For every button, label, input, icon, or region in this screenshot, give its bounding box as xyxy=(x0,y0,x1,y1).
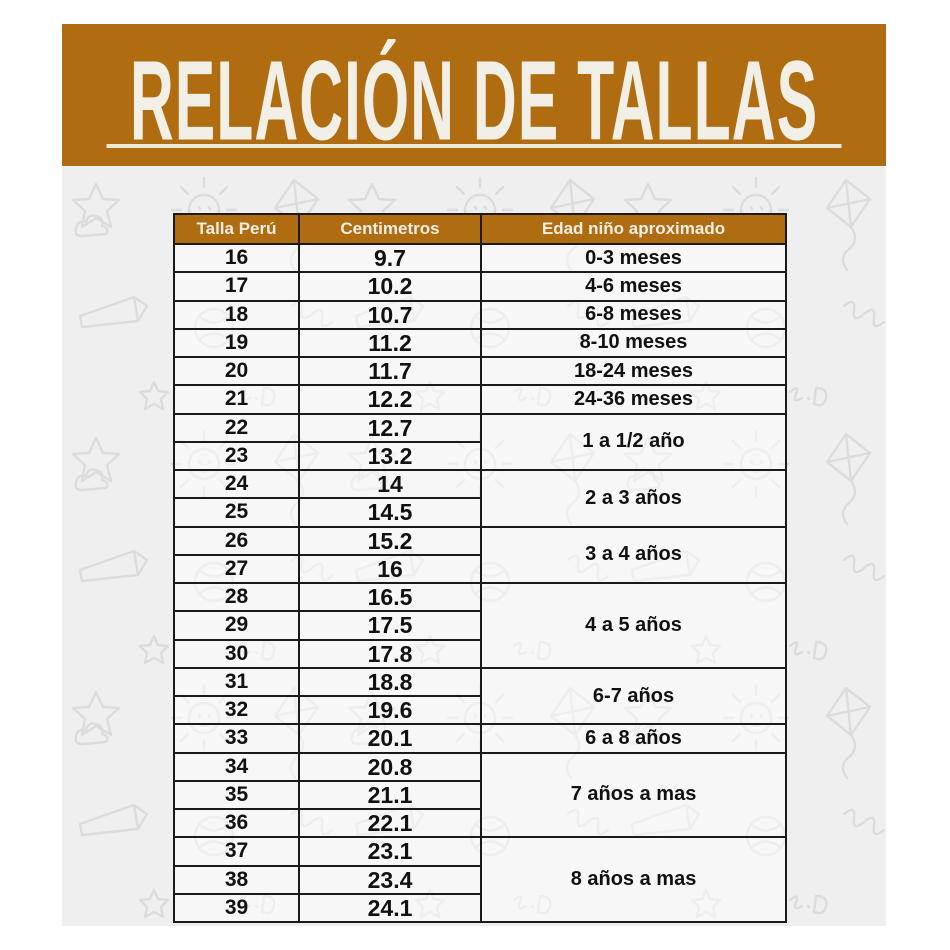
page-title: RELACIÓN DE TALLAS xyxy=(129,39,819,165)
talla-cell: 20 xyxy=(173,355,300,387)
talla-cell: 17 xyxy=(173,271,300,302)
talla-cell: 33 xyxy=(173,723,300,754)
edad-cell: 1 a 1/2 año xyxy=(480,412,787,471)
table-row: 35 21.1 xyxy=(173,779,786,811)
edad-cell: 3 a 4 años xyxy=(480,525,787,584)
centimetros-cell: 11.2 xyxy=(298,327,482,359)
centimetros-cell: 15.2 xyxy=(298,525,482,556)
edad-cell: 4 a 5 años xyxy=(480,582,787,669)
table-row: 33 20.1 6 a 8 años xyxy=(173,723,787,754)
table-row: 23 13.2 xyxy=(173,440,786,472)
centimetros-cell: 14 xyxy=(298,468,482,500)
edad-cell: 18-24 meses xyxy=(480,355,787,387)
centimetros-cell: 23.4 xyxy=(298,864,482,895)
centimetros-cell: 19.6 xyxy=(298,694,482,726)
centimetros-cell: 24.1 xyxy=(298,892,482,924)
table-row: 32 19.6 xyxy=(173,694,786,726)
talla-cell: 37 xyxy=(173,836,300,867)
talla-cell: 29 xyxy=(173,610,300,641)
talla-cell: 27 xyxy=(173,553,300,585)
centimetros-cell: 12.2 xyxy=(298,384,482,415)
edad-cell: 2 a 3 años xyxy=(480,469,787,528)
talla-cell: 16 xyxy=(173,242,300,274)
talla-cell: 24 xyxy=(173,468,300,500)
centimetros-cell: 20.8 xyxy=(298,751,482,782)
table-row: 38 23.4 xyxy=(173,864,786,895)
table-row: 29 17.5 xyxy=(173,610,786,641)
talla-cell: 18 xyxy=(173,299,300,330)
table-row: 26 15.2 3 a 4 años xyxy=(173,525,787,584)
edad-cell: 0-3 meses xyxy=(480,242,787,274)
talla-cell: 34 xyxy=(173,751,300,782)
talla-cell: 32 xyxy=(173,694,300,726)
table-row: 18 10.7 6-8 meses xyxy=(173,299,787,330)
col-header-edad: Edad niño aproximado xyxy=(480,213,787,245)
centimetros-cell: 21.1 xyxy=(298,779,482,811)
centimetros-cell: 17.8 xyxy=(298,638,482,669)
table-row: 28 16.5 4 a 5 años xyxy=(173,581,787,669)
edad-cell: 8-10 meses xyxy=(480,327,787,359)
talla-cell: 28 xyxy=(173,581,300,613)
table-row: 37 23.1 8 años a mas xyxy=(173,836,787,923)
table-row: 39 24.1 xyxy=(173,892,786,924)
talla-cell: 26 xyxy=(173,525,300,556)
talla-cell: 30 xyxy=(173,638,300,669)
centimetros-cell: 11.7 xyxy=(298,355,482,387)
size-table-header: Talla Perú Centimetros Edad niño aproxim… xyxy=(173,213,787,245)
centimetros-cell: 10.2 xyxy=(298,271,482,302)
size-table-body: 16 9.7 0-3 meses 17 10.2 4-6 meses 18 10.7 6-8 m… xyxy=(173,242,787,924)
edad-cell: 6-8 meses xyxy=(480,299,787,330)
centimetros-cell: 20.1 xyxy=(298,723,482,754)
centimetros-cell: 9.7 xyxy=(298,242,482,274)
centimetros-cell: 13.2 xyxy=(298,440,482,472)
edad-cell: 6-7 años xyxy=(480,666,787,726)
edad-cell: 4-6 meses xyxy=(480,271,787,302)
centimetros-cell: 18.8 xyxy=(298,666,482,698)
edad-cell: 8 años a mas xyxy=(480,836,787,923)
talla-cell: 21 xyxy=(173,384,300,415)
centimetros-cell: 17.5 xyxy=(298,610,482,641)
table-row: 25 14.5 xyxy=(173,497,786,528)
table-row: 19 11.2 8-10 meses xyxy=(173,327,787,359)
content-area: Talla Perú Centimetros Edad niño aproxim… xyxy=(62,166,886,926)
edad-cell: 6 a 8 años xyxy=(480,723,787,754)
col-header-talla-peru: Talla Perú xyxy=(173,213,300,245)
talla-cell: 39 xyxy=(173,892,300,924)
talla-cell: 25 xyxy=(173,497,300,528)
table-row: 16 9.7 0-3 meses xyxy=(173,242,787,274)
talla-cell: 38 xyxy=(173,864,300,895)
table-row: 31 18.8 6-7 años xyxy=(173,666,787,726)
table-row: 27 16 xyxy=(173,553,786,585)
edad-cell: 7 años a mas xyxy=(480,751,787,839)
centimetros-cell: 16 xyxy=(298,553,482,585)
talla-cell: 31 xyxy=(173,666,300,698)
centimetros-cell: 10.7 xyxy=(298,299,482,330)
edad-cell: 24-36 meses xyxy=(480,384,787,415)
table-row: 34 20.8 7 años a mas xyxy=(173,751,787,839)
header-row: Talla Perú Centimetros Edad niño aproxim… xyxy=(173,213,787,245)
centimetros-cell: 23.1 xyxy=(298,836,482,867)
title-underline xyxy=(106,144,842,148)
talla-cell: 36 xyxy=(173,807,300,839)
table-row: 30 17.8 xyxy=(173,638,786,669)
col-header-centimetros: Centimetros xyxy=(298,213,482,245)
table-row: 36 22.1 xyxy=(173,807,786,839)
table-row: 21 12.2 24-36 meses xyxy=(173,384,787,415)
centimetros-cell: 16.5 xyxy=(298,581,482,613)
title-banner: RELACIÓN DE TALLAS xyxy=(62,24,886,166)
size-table: Talla Perú Centimetros Edad niño aproxim… xyxy=(173,213,787,924)
talla-cell: 35 xyxy=(173,779,300,811)
talla-cell: 23 xyxy=(173,440,300,472)
centimetros-cell: 12.7 xyxy=(298,412,482,443)
table-row: 22 12.7 1 a 1/2 año xyxy=(173,412,787,471)
table-row: 24 14 2 a 3 años xyxy=(173,468,787,528)
talla-cell: 22 xyxy=(173,412,300,443)
table-row: 20 11.7 18-24 meses xyxy=(173,355,787,387)
talla-cell: 19 xyxy=(173,327,300,359)
centimetros-cell: 14.5 xyxy=(298,497,482,528)
table-row: 17 10.2 4-6 meses xyxy=(173,271,787,302)
centimetros-cell: 22.1 xyxy=(298,807,482,839)
